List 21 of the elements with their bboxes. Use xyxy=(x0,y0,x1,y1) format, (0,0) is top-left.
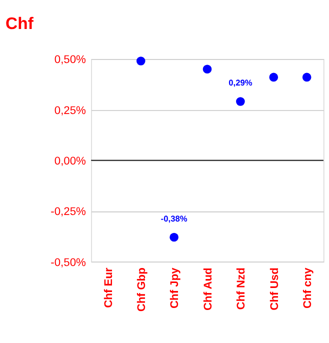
point xyxy=(236,97,245,106)
point xyxy=(269,72,278,82)
x-tick-label: Chf Gbp xyxy=(136,267,148,312)
y-tick-label: -0,50% xyxy=(50,256,86,269)
data-label: -0,38% xyxy=(160,213,188,224)
x-tick-label: Chf Aud xyxy=(202,267,214,311)
x-tick-label: Chf Eur xyxy=(102,266,115,308)
point xyxy=(136,56,146,66)
y-tick-label: 0,50% xyxy=(54,54,86,66)
y-tick-label: -0,25% xyxy=(50,206,86,218)
point xyxy=(202,64,212,74)
x-tick-label: Chf Jpy xyxy=(169,266,182,308)
point xyxy=(302,72,312,82)
x-tick-label: Chf Nzd xyxy=(236,267,248,310)
data-label: 0,29% xyxy=(228,78,253,88)
y-tick-label: 0,00% xyxy=(54,155,86,168)
x-tick-label: Chf cny xyxy=(302,266,314,308)
x-tick-label: Chf Usd xyxy=(268,267,281,310)
point xyxy=(170,232,178,242)
chart-title: Chf xyxy=(6,14,34,34)
y-tick-label: 0,25% xyxy=(54,104,86,117)
